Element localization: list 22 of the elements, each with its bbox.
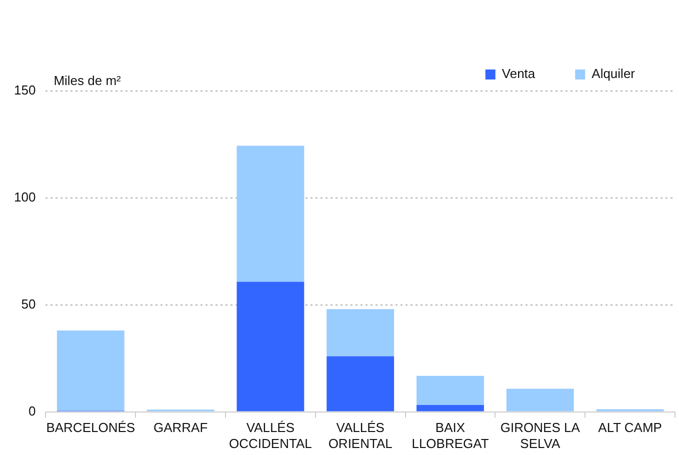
bar <box>416 376 484 405</box>
x-tick-label: GIRONES LA SELVA <box>500 420 580 451</box>
bar <box>326 356 394 412</box>
bar <box>236 146 304 282</box>
x-tick-label: GARRAF <box>153 420 208 436</box>
x-tick-label: BARCELONÉS <box>46 420 136 436</box>
bar <box>506 388 574 412</box>
y-tick-label: 50 <box>21 296 36 312</box>
y-tick-label: 100 <box>14 190 36 205</box>
x-tick-label: VALLÉS ORIENTAL <box>328 420 392 451</box>
y-tick-label: 0 <box>28 403 36 418</box>
bar <box>56 330 124 411</box>
x-tick-label: ALT CAMP <box>598 420 662 436</box>
legend-label: Alquiler <box>592 66 636 82</box>
y-axis-title: Miles de m² <box>54 73 122 88</box>
bar <box>236 282 304 412</box>
x-tick-label: BAIX LLOBREGAT <box>412 420 489 451</box>
x-tick-label: VALLÉS OCCIDENTAL <box>229 420 312 451</box>
y-tick-label: 150 <box>14 82 36 98</box>
bar <box>326 309 394 356</box>
bar <box>416 404 484 412</box>
legend-label: Venta <box>502 66 536 82</box>
